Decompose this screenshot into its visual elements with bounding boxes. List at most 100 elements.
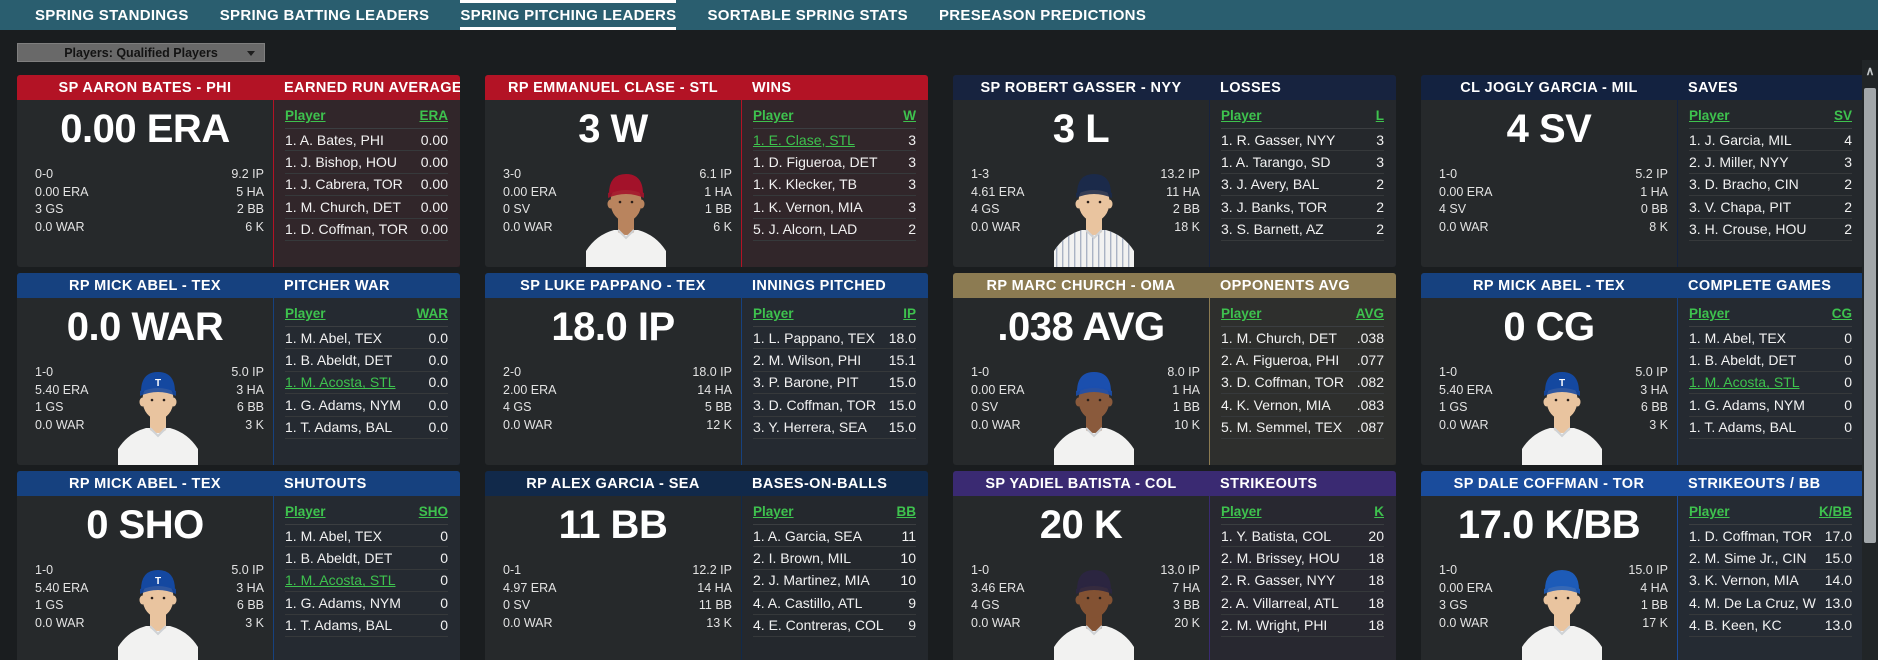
leader-name[interactable]: 4. E. Contreras, COL: [753, 617, 884, 634]
leader-name[interactable]: 1. M. Church, DET: [285, 198, 401, 215]
leader-name[interactable]: 1. M. Acosta, STL: [1689, 374, 1800, 391]
leaderboard-row[interactable]: 4. E. Contreras, COL 9: [753, 615, 916, 637]
leader-name[interactable]: 2. M. Brissey, HOU: [1221, 550, 1340, 567]
featured-player-name[interactable]: RP EMMANUEL CLASE - STL: [507, 79, 719, 96]
leaderboard-row[interactable]: 1. A. Bates, PHI 0.00: [285, 129, 448, 152]
leader-name[interactable]: 1. M. Church, DET: [1221, 329, 1337, 346]
leader-name[interactable]: 1. D. Coffman, TOR: [1689, 527, 1812, 544]
scroll-up-icon[interactable]: ∧: [1865, 64, 1875, 78]
leaderboard-row[interactable]: 2. R. Gasser, NYY 18: [1221, 570, 1384, 593]
leader-name[interactable]: 3. D. Bracho, CIN: [1689, 176, 1799, 193]
tab-spring-standings[interactable]: SPRING STANDINGS: [35, 6, 189, 24]
leaderboard-row[interactable]: 4. B. Keen, KC 13.0: [1689, 615, 1852, 637]
leaderboard-row[interactable]: 1. Y. Batista, COL 20: [1221, 525, 1384, 548]
leader-name[interactable]: 1. M. Acosta, STL: [285, 374, 396, 391]
featured-player-name[interactable]: CL JOGLY GARCIA - MIL: [1460, 79, 1638, 96]
leaderboard-row[interactable]: 3. S. Barnett, AZ 2: [1221, 219, 1384, 241]
leader-name[interactable]: 3. K. Vernon, MIA: [1689, 572, 1799, 589]
player-column-header[interactable]: Player: [285, 108, 326, 123]
leader-name[interactable]: 1. G. Adams, NYM: [285, 396, 401, 413]
stat-column-header[interactable]: SHO: [418, 504, 448, 519]
featured-player-name[interactable]: SP LUKE PAPPANO - TEX: [520, 277, 706, 294]
leaderboard-row[interactable]: 1. J. Garcia, MIL 4: [1689, 129, 1852, 152]
featured-player-name[interactable]: SP ROBERT GASSER - NYY: [980, 79, 1182, 96]
leader-name[interactable]: 1. T. Adams, BAL: [1689, 419, 1797, 436]
tab-spring-pitching-leaders[interactable]: SPRING PITCHING LEADERS: [460, 0, 677, 30]
tab-spring-batting-leaders[interactable]: SPRING BATTING LEADERS: [219, 6, 430, 24]
featured-player-name[interactable]: SP AARON BATES - PHI: [58, 79, 232, 96]
player-column-header[interactable]: Player: [1221, 504, 1262, 519]
leaderboard-row[interactable]: 2. M. Sime Jr., CIN 15.0: [1689, 547, 1852, 570]
leader-name[interactable]: 2. J. Martinez, MIA: [753, 572, 870, 589]
player-column-header[interactable]: Player: [753, 306, 794, 321]
player-column-header[interactable]: Player: [753, 504, 794, 519]
player-column-header[interactable]: Player: [285, 306, 326, 321]
leader-name[interactable]: 1. J. Garcia, MIL: [1689, 131, 1792, 148]
leader-name[interactable]: 3. S. Barnett, AZ: [1221, 221, 1324, 238]
leaderboard-row[interactable]: 3. D. Bracho, CIN 2: [1689, 174, 1852, 197]
stat-column-header[interactable]: AVG: [1355, 306, 1384, 321]
leaderboard-row[interactable]: 4. K. Vernon, MIA .083: [1221, 394, 1384, 417]
leader-name[interactable]: 2. J. Miller, NYY: [1689, 154, 1789, 171]
leaderboard-row[interactable]: 3. J. Avery, BAL 2: [1221, 174, 1384, 197]
leaderboard-row[interactable]: 1. D. Coffman, TOR 0.00: [285, 219, 448, 241]
leaderboard-row[interactable]: 3. D. Coffman, TOR .082: [1221, 372, 1384, 395]
leader-name[interactable]: 1. B. Abeldt, DET: [1689, 352, 1797, 369]
player-column-header[interactable]: Player: [285, 504, 326, 519]
leaderboard-row[interactable]: 1. J. Cabrera, TOR 0.00: [285, 174, 448, 197]
leader-name[interactable]: 1. A. Garcia, SEA: [753, 527, 862, 544]
leader-name[interactable]: 4. K. Vernon, MIA: [1221, 396, 1331, 413]
leader-name[interactable]: 1. J. Cabrera, TOR: [285, 176, 403, 193]
leader-name[interactable]: 1. E. Clase, STL: [753, 131, 855, 148]
leader-name[interactable]: 3. J. Banks, TOR: [1221, 198, 1328, 215]
leaderboard-row[interactable]: 1. L. Pappano, TEX 18.0: [753, 327, 916, 350]
leader-name[interactable]: 3. V. Chapa, PIT: [1689, 198, 1792, 215]
leader-name[interactable]: 2. M. Sime Jr., CIN: [1689, 550, 1807, 567]
leaderboard-row[interactable]: 4. M. De La Cruz, W 13.0: [1689, 592, 1852, 615]
leader-name[interactable]: 1. A. Bates, PHI: [285, 131, 384, 148]
leader-name[interactable]: 2. M. Wilson, PHI: [753, 352, 862, 369]
leaderboard-row[interactable]: 1. M. Abel, TEX 0.0: [285, 327, 448, 350]
leaderboard-row[interactable]: 1. T. Adams, BAL 0.0: [285, 417, 448, 439]
leader-name[interactable]: 1. L. Pappano, TEX: [753, 329, 875, 346]
leader-name[interactable]: 3. P. Barone, PIT: [753, 374, 859, 391]
scrollbar-thumb[interactable]: [1864, 88, 1876, 543]
leader-name[interactable]: 3. Y. Herrera, SEA: [753, 419, 867, 436]
leader-name[interactable]: 2. A. Figueroa, PHI: [1221, 352, 1340, 369]
leader-name[interactable]: 1. R. Gasser, NYY: [1221, 131, 1336, 148]
player-column-header[interactable]: Player: [1221, 108, 1262, 123]
leaderboard-row[interactable]: 3. V. Chapa, PIT 2: [1689, 196, 1852, 219]
leaderboard-row[interactable]: 1. M. Church, DET 0.00: [285, 196, 448, 219]
leader-name[interactable]: 1. T. Adams, BAL: [285, 617, 393, 634]
leaderboard-row[interactable]: 1. B. Abeldt, DET 0: [285, 547, 448, 570]
leaderboard-row[interactable]: 1. M. Acosta, STL 0.0: [285, 372, 448, 395]
leaderboard-row[interactable]: 1. B. Abeldt, DET 0.0: [285, 349, 448, 372]
leaderboard-row[interactable]: 1. D. Coffman, TOR 17.0: [1689, 525, 1852, 548]
stat-column-header[interactable]: WAR: [416, 306, 449, 321]
leader-name[interactable]: 2. M. Wright, PHI: [1221, 617, 1328, 634]
leaderboard-row[interactable]: 2. M. Wilson, PHI 15.1: [753, 349, 916, 372]
leader-name[interactable]: 1. K. Klecker, TB: [753, 176, 858, 193]
stat-column-header[interactable]: W: [903, 108, 916, 123]
leader-name[interactable]: 1. B. Abeldt, DET: [285, 352, 393, 369]
player-column-header[interactable]: Player: [1221, 306, 1262, 321]
leaderboard-row[interactable]: 2. A. Figueroa, PHI .077: [1221, 349, 1384, 372]
leaderboard-row[interactable]: 1. M. Acosta, STL 0: [285, 570, 448, 593]
featured-player-name[interactable]: RP MICK ABEL - TEX: [69, 277, 221, 294]
leaderboard-row[interactable]: 1. K. Vernon, MIA 3: [753, 196, 916, 219]
featured-player-name[interactable]: SP DALE COFFMAN - TOR: [1453, 475, 1645, 492]
leader-name[interactable]: 4. M. De La Cruz, W: [1689, 594, 1816, 611]
leaderboard-row[interactable]: 2. M. Brissey, HOU 18: [1221, 547, 1384, 570]
leaderboard-row[interactable]: 3. D. Coffman, TOR 15.0: [753, 394, 916, 417]
stat-column-header[interactable]: ERA: [419, 108, 448, 123]
leader-name[interactable]: 2. R. Gasser, NYY: [1221, 572, 1336, 589]
leader-name[interactable]: 1. M. Abel, TEX: [285, 527, 383, 544]
leader-name[interactable]: 3. D. Coffman, TOR: [1221, 374, 1344, 391]
leaderboard-row[interactable]: 2. A. Villarreal, ATL 18: [1221, 592, 1384, 615]
leaderboard-row[interactable]: 1. J. Bishop, HOU 0.00: [285, 151, 448, 174]
leader-name[interactable]: 2. A. Villarreal, ATL: [1221, 594, 1339, 611]
leaderboard-row[interactable]: 1. D. Figueroa, DET 3: [753, 151, 916, 174]
leaderboard-row[interactable]: 1. G. Adams, NYM 0: [285, 592, 448, 615]
leaderboard-row[interactable]: 1. A. Garcia, SEA 11: [753, 525, 916, 548]
leader-name[interactable]: 1. B. Abeldt, DET: [285, 550, 393, 567]
